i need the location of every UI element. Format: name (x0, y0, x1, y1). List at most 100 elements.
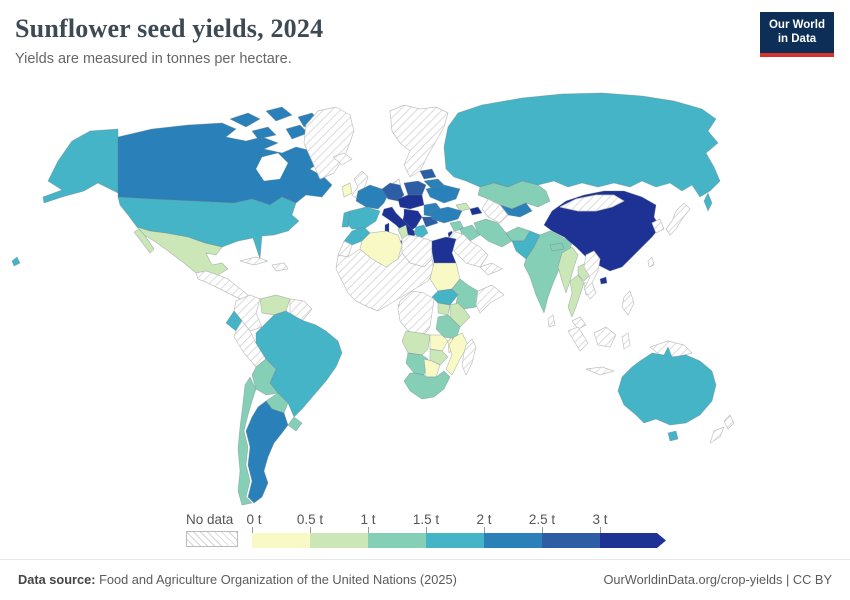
country-alaska[interactable] (42, 128, 119, 204)
chart-header: Sunflower seed yields, 2024 Yields are m… (15, 14, 740, 67)
country-mexico-baja[interactable] (133, 228, 155, 254)
country-ukraine[interactable] (425, 184, 461, 204)
region-central-america[interactable] (195, 270, 249, 302)
country-zimbabwe[interactable] (429, 348, 449, 366)
legend-no-data-swatch[interactable] (186, 531, 238, 547)
country-russia[interactable] (443, 92, 721, 198)
hudson-bay-water (255, 152, 289, 182)
legend-tick-label: 0.5 t (296, 512, 324, 527)
legend-color-bar: 0 t 0.5 t 1 t 1.5 t 2 t 2.5 t 3 t (246, 512, 672, 548)
country-turkey[interactable] (429, 206, 463, 224)
region-west-africa[interactable] (335, 248, 435, 312)
country-germany[interactable] (381, 182, 405, 202)
country-zambia[interactable] (429, 334, 449, 352)
country-nepal[interactable] (549, 242, 565, 252)
data-source-label: Data source: (18, 572, 96, 587)
country-uganda[interactable] (437, 302, 451, 316)
owid-logo-line2: in Data (777, 33, 817, 46)
country-hispaniola[interactable] (271, 262, 289, 272)
country-russia-sakhalin[interactable] (703, 192, 713, 212)
country-malaysia[interactable] (571, 316, 587, 330)
owid-logo[interactable]: Our World in Data (760, 12, 834, 57)
region-scandinavia[interactable] (389, 104, 449, 178)
country-somalia[interactable] (475, 284, 505, 314)
country-new-zealand-north[interactable] (723, 414, 735, 430)
country-indonesia-sumatra[interactable] (567, 326, 589, 352)
legend-tick-mark (368, 527, 369, 533)
legend-tick-mark (542, 527, 543, 533)
country-usa[interactable] (117, 196, 300, 260)
country-china-hainan[interactable] (599, 276, 608, 285)
country-iceland[interactable] (332, 152, 353, 166)
legend-tick-label: 2 t (476, 512, 492, 527)
region-yemen-oman[interactable] (479, 262, 503, 276)
country-mongolia[interactable] (559, 194, 625, 212)
country-canada-island[interactable] (265, 106, 293, 122)
legend-bin-swatch[interactable] (484, 533, 542, 548)
legend-bin-swatch[interactable] (600, 533, 666, 548)
data-source: Data source: Food and Agriculture Organi… (18, 572, 457, 587)
chart-footer: Data source: Food and Agriculture Organi… (0, 559, 850, 599)
country-mozambique[interactable] (445, 332, 469, 376)
legend-bin-swatch[interactable] (542, 533, 600, 548)
country-indonesia-borneo[interactable] (593, 326, 617, 348)
country-mexico[interactable] (136, 226, 229, 276)
region-central-europe[interactable] (397, 194, 425, 210)
region-baltics[interactable] (419, 168, 437, 180)
chart-subtitle: Yields are measured in tonnes per hectar… (15, 51, 292, 67)
country-greece[interactable] (413, 224, 429, 240)
region-guyanas[interactable] (289, 298, 313, 322)
country-ireland[interactable] (341, 182, 353, 198)
legend-bin-swatch[interactable] (252, 533, 310, 548)
legend-tick-label: 3 t (592, 512, 608, 527)
country-turkmenistan[interactable] (481, 198, 509, 224)
legend-no-data[interactable]: No data (186, 512, 238, 547)
country-portugal[interactable] (341, 210, 351, 228)
legend-tick-mark (252, 527, 253, 533)
country-argentina[interactable] (245, 400, 289, 504)
country-azerbaijan[interactable] (469, 206, 483, 216)
page-title: Sunflower seed yields, 2024 (15, 14, 324, 43)
legend-tick-mark (426, 527, 427, 533)
country-australia[interactable] (617, 346, 717, 426)
legend-bin-swatch[interactable] (368, 533, 426, 548)
country-canada-island[interactable] (229, 112, 261, 128)
country-hawaii[interactable] (11, 256, 21, 267)
country-philippines[interactable] (621, 290, 635, 316)
data-source-text: Food and Agriculture Organization of the… (95, 572, 457, 587)
country-indonesia-java[interactable] (585, 366, 615, 376)
country-poland[interactable] (403, 180, 427, 196)
country-spain[interactable] (347, 206, 381, 230)
country-canada-island[interactable] (251, 126, 277, 140)
owid-link[interactable]: OurWorldinData.org/crop-yields | CC BY (603, 572, 832, 587)
legend-bin-swatch[interactable] (426, 533, 484, 548)
country-australia-tasmania[interactable] (667, 430, 679, 442)
country-south-africa[interactable] (403, 370, 451, 400)
country-cuba[interactable] (239, 256, 269, 266)
country-france[interactable] (355, 184, 389, 210)
country-madagascar[interactable] (461, 338, 477, 376)
country-vietnam[interactable] (583, 250, 601, 300)
country-egypt[interactable] (431, 236, 457, 264)
owid-logo-line1: Our World (768, 19, 825, 31)
country-sri-lanka[interactable] (547, 314, 556, 328)
country-taiwan[interactable] (647, 256, 655, 268)
legend-tick-label: 0 t (246, 512, 262, 527)
world-choropleth-map (0, 85, 850, 507)
country-greenland[interactable] (303, 106, 355, 180)
country-new-zealand-south[interactable] (709, 426, 725, 444)
country-botswana[interactable] (423, 358, 441, 378)
country-thailand[interactable] (567, 274, 585, 318)
country-japan[interactable] (665, 202, 691, 236)
region-korea[interactable] (651, 218, 665, 234)
country-drc[interactable] (397, 290, 435, 338)
legend-tick-mark (600, 527, 601, 533)
country-indonesia-sulawesi[interactable] (621, 332, 631, 350)
legend-tick-mark (310, 527, 311, 533)
country-chile[interactable] (237, 376, 257, 506)
country-china[interactable] (543, 190, 661, 272)
legend-bin-swatch[interactable] (310, 533, 368, 548)
country-uruguay[interactable] (287, 416, 303, 432)
country-angola[interactable] (401, 330, 431, 356)
country-bolivia[interactable] (251, 358, 279, 396)
